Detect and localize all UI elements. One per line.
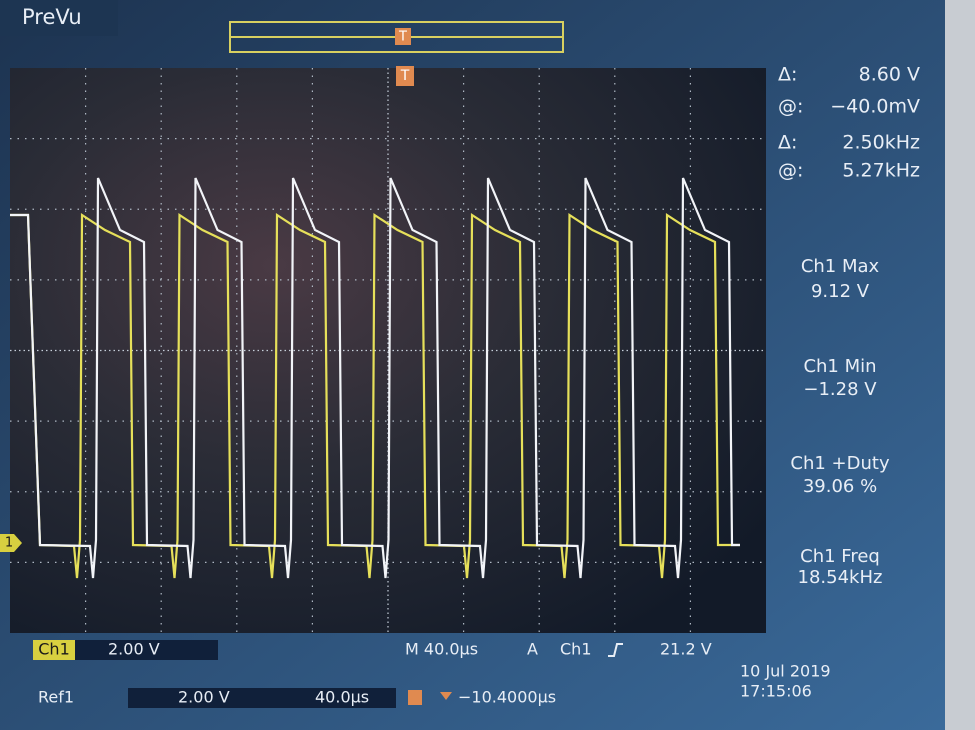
status-timebase: M 40.0µs bbox=[405, 640, 478, 659]
status-date: 10 Jul 2019 bbox=[740, 662, 831, 681]
trigger-offset-icon bbox=[408, 690, 422, 705]
trigger-position: T bbox=[400, 68, 410, 84]
ref-timebase: 40.0µs bbox=[315, 688, 369, 707]
cursor-value: 8.60 V bbox=[859, 64, 920, 86]
ref1-waveform bbox=[10, 177, 740, 579]
measurement-value: −1.28 V bbox=[803, 379, 877, 400]
measurement-value: 39.06 % bbox=[803, 476, 877, 497]
status-volts: 2.00 V bbox=[108, 640, 160, 659]
cursor-value: 5.27kHz bbox=[842, 160, 920, 182]
status-channel: Ch1 bbox=[38, 640, 70, 659]
trigger-slope-icon bbox=[608, 643, 623, 657]
trigger-marker: T bbox=[398, 30, 407, 45]
trigger-offset-arrow bbox=[440, 692, 452, 700]
scale-box bbox=[75, 640, 218, 660]
cursor-symbol: @: bbox=[778, 160, 803, 182]
measurement-label: Ch1 Freq bbox=[800, 546, 880, 567]
cursor-symbol: Δ: bbox=[778, 64, 797, 86]
traces bbox=[10, 177, 740, 579]
status-trigger-source: Ch1 bbox=[560, 640, 592, 659]
cursor-value: 2.50kHz bbox=[842, 132, 920, 154]
ref-label: Ref1 bbox=[38, 688, 74, 707]
ref-volts: 2.00 V bbox=[178, 688, 230, 707]
measurement-value: 9.12 V bbox=[811, 281, 870, 302]
measurement-label: Ch1 Max bbox=[801, 256, 880, 277]
mode: PreVu bbox=[22, 5, 82, 29]
trigger-marker-box bbox=[395, 28, 411, 45]
measurement-label: Ch1 +Duty bbox=[790, 453, 890, 474]
channel-box bbox=[33, 640, 75, 660]
channel-marker-box bbox=[0, 534, 22, 552]
status-trigger-level: 21.2 V bbox=[660, 640, 712, 659]
status-acquire: A bbox=[527, 640, 538, 659]
cursor-symbol: Δ: bbox=[778, 132, 797, 154]
ch1-waveform bbox=[10, 212, 740, 579]
measurement-value: 18.54kHz bbox=[798, 567, 883, 588]
ref-box bbox=[128, 688, 396, 708]
ref-trigger-offset: −10.4000µs bbox=[458, 688, 556, 707]
graticule bbox=[10, 68, 766, 633]
channel-marker: 1 bbox=[5, 536, 13, 551]
mode-box bbox=[0, 0, 118, 36]
measurements: Ch1 Max 9.12 V Ch1 Min−1.28 V Ch1 +Duty39.0… bbox=[790, 256, 890, 588]
trigger-position-box bbox=[396, 66, 414, 86]
cursor-value: −40.0mV bbox=[830, 96, 920, 118]
measurement-label: Ch1 Min bbox=[803, 356, 876, 377]
status-time: 17:15:06 bbox=[740, 682, 812, 701]
cursor-symbol: @: bbox=[778, 96, 803, 118]
cursor-readouts: Δ: 8.60 V @: −40.0mV Δ: 2.50kHz @: 5.27kHz bbox=[778, 64, 920, 182]
